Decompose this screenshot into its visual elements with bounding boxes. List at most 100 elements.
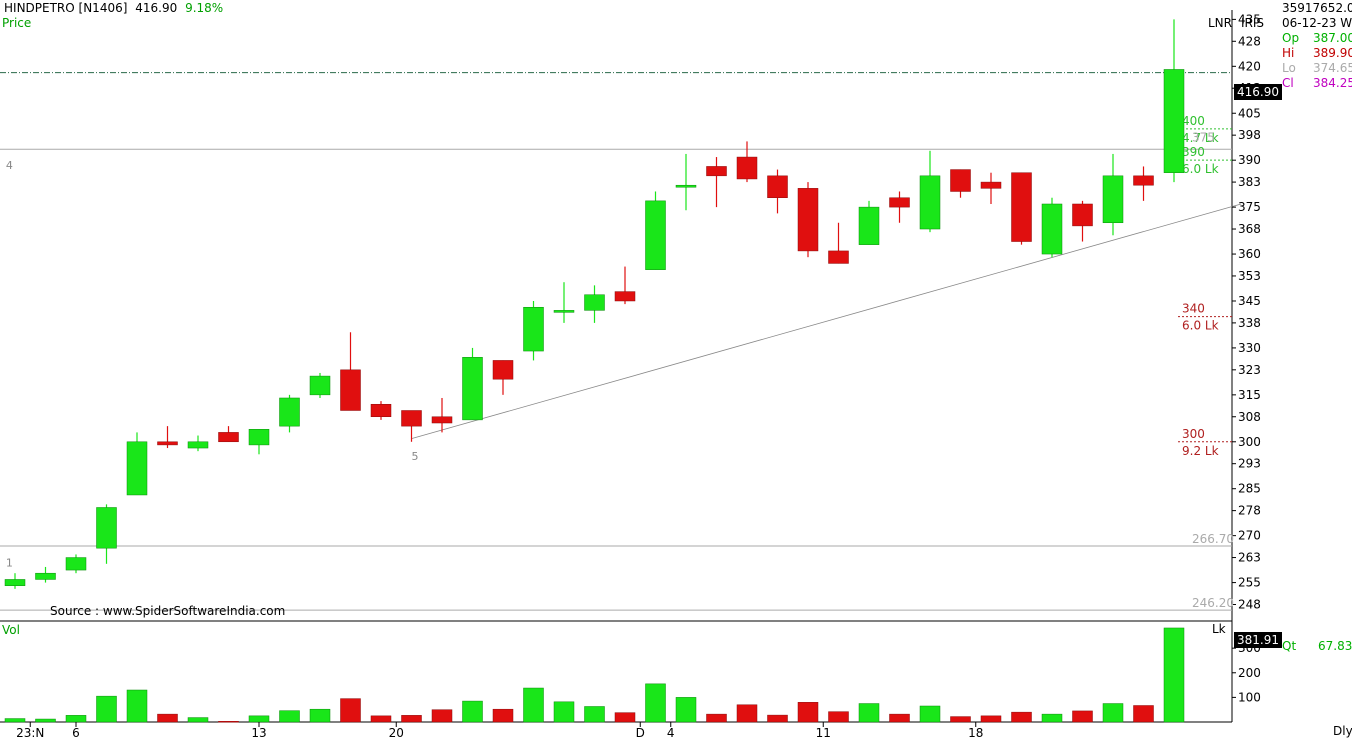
volume-bar xyxy=(523,687,544,723)
volume-bar xyxy=(462,700,483,723)
ohlc-lo-label: Lo xyxy=(1282,61,1296,75)
volume-bar xyxy=(1041,713,1063,723)
volume-bar xyxy=(248,715,270,723)
volume-profile-volume: 9.2 Lk xyxy=(1182,444,1219,458)
time-tick-label: 6 xyxy=(72,726,80,740)
price-tick-label: 270 xyxy=(1238,529,1261,543)
candle-body xyxy=(126,441,148,496)
candle-body xyxy=(96,507,117,549)
candle-body xyxy=(248,429,270,446)
symbol-name: HINDPETRO [N1406] xyxy=(4,1,128,15)
candle-body xyxy=(462,357,483,421)
candle-body xyxy=(1072,203,1093,227)
candle-body xyxy=(1163,69,1185,173)
candle-body xyxy=(187,441,209,449)
price-tick-label: 338 xyxy=(1238,316,1261,330)
price-tick-label: 263 xyxy=(1238,551,1261,565)
volume-bar xyxy=(828,711,849,723)
volume-bar xyxy=(553,701,575,723)
indicator-label: IRIS xyxy=(1241,16,1265,30)
candle-body xyxy=(584,294,605,311)
candle-body xyxy=(1041,203,1063,255)
price-tick-label: 420 xyxy=(1238,59,1261,73)
price-tick-label: 345 xyxy=(1238,294,1261,308)
price-tick-label: 435 xyxy=(1238,12,1261,26)
time-tick-label: 23:N xyxy=(16,726,44,740)
volume-bar xyxy=(401,715,422,723)
pattern-mark: 5 xyxy=(412,450,419,463)
time-tick-label: 13 xyxy=(251,726,266,740)
volume-bar xyxy=(35,718,56,723)
candle-body xyxy=(919,175,941,230)
candle-body xyxy=(797,188,819,252)
candle-body xyxy=(157,441,178,446)
candle-body xyxy=(4,579,26,586)
volume-bar xyxy=(767,714,788,723)
candle-body xyxy=(401,410,422,427)
volume-bar xyxy=(96,695,117,723)
volume-bar xyxy=(340,698,361,723)
qt-value: 67.83 xyxy=(1318,639,1352,653)
ohlc-op-value: 387.00 xyxy=(1313,31,1352,45)
volume-panel-label: Vol xyxy=(2,623,20,637)
price-tick-label: 278 xyxy=(1238,504,1261,518)
currency-label: LNR xyxy=(1208,16,1232,30)
ohlc-lo-value: 374.65 xyxy=(1313,61,1352,75)
volume-bar xyxy=(675,697,697,723)
volume-bar xyxy=(431,709,453,723)
timeframe-label: Dly xyxy=(1333,724,1352,738)
candle-body xyxy=(889,197,910,208)
volume-bar xyxy=(797,702,819,723)
price-tick-label: 330 xyxy=(1238,341,1261,355)
candle-body xyxy=(523,306,544,352)
candle-body xyxy=(309,375,331,396)
price-tick-label: 285 xyxy=(1238,482,1261,496)
source-label: Source : www.SpiderSoftwareIndia.com xyxy=(50,604,286,618)
ohlc-op-label: Op xyxy=(1282,31,1300,45)
info-date: 06-12-23 We xyxy=(1282,16,1352,30)
candle-body xyxy=(370,403,392,418)
volume-bar xyxy=(889,713,910,723)
candle-body xyxy=(675,184,697,188)
volume-bar xyxy=(157,713,178,723)
price-panel-label: Price xyxy=(2,16,32,30)
volume-bar xyxy=(309,708,331,723)
candle-body xyxy=(492,360,514,380)
volume-bar xyxy=(919,705,941,723)
info-volume-total: 35917652.00 xyxy=(1282,1,1352,15)
candle-body xyxy=(1133,175,1154,186)
volume-bar xyxy=(706,713,727,723)
candle-body xyxy=(431,416,453,424)
volume-profile-price: 400 xyxy=(1182,114,1205,128)
candle-body xyxy=(706,166,727,177)
candle-body xyxy=(736,156,758,180)
candle-body xyxy=(767,175,788,198)
price-tick-label: 248 xyxy=(1238,597,1261,611)
ohlc-hi-label: Hi xyxy=(1282,46,1295,60)
volume-profile-volume: 6.0 Lk xyxy=(1182,162,1219,176)
candle-body xyxy=(645,200,666,270)
price-tick-label: 383 xyxy=(1238,175,1261,189)
candle-body xyxy=(65,557,87,571)
candle-body xyxy=(980,181,1002,189)
candle-body xyxy=(340,369,361,411)
volume-bar xyxy=(126,689,148,723)
price-tick-label: 375 xyxy=(1238,200,1261,214)
ohlc-cl-label: Cl xyxy=(1282,76,1294,90)
price-tick-label: 368 xyxy=(1238,222,1261,236)
price-tick-label: 390 xyxy=(1238,153,1261,167)
volume-bar xyxy=(950,716,971,723)
pattern-mark: 4 xyxy=(6,159,13,172)
candle-body xyxy=(553,310,575,313)
volume-bar xyxy=(1011,711,1032,723)
candle-body xyxy=(35,572,56,580)
symbol-header: HINDPETRO [N1406] 416.90 9.18% xyxy=(4,1,223,15)
candle-body xyxy=(1102,175,1124,224)
last-price-box: 416.90 xyxy=(1234,84,1282,100)
volume-bar xyxy=(614,712,636,723)
price-tick-label: 360 xyxy=(1238,247,1261,261)
volume-bar xyxy=(1072,710,1093,723)
volume-profile-price: 300 xyxy=(1182,427,1205,441)
last-price: 416.90 xyxy=(135,1,178,15)
